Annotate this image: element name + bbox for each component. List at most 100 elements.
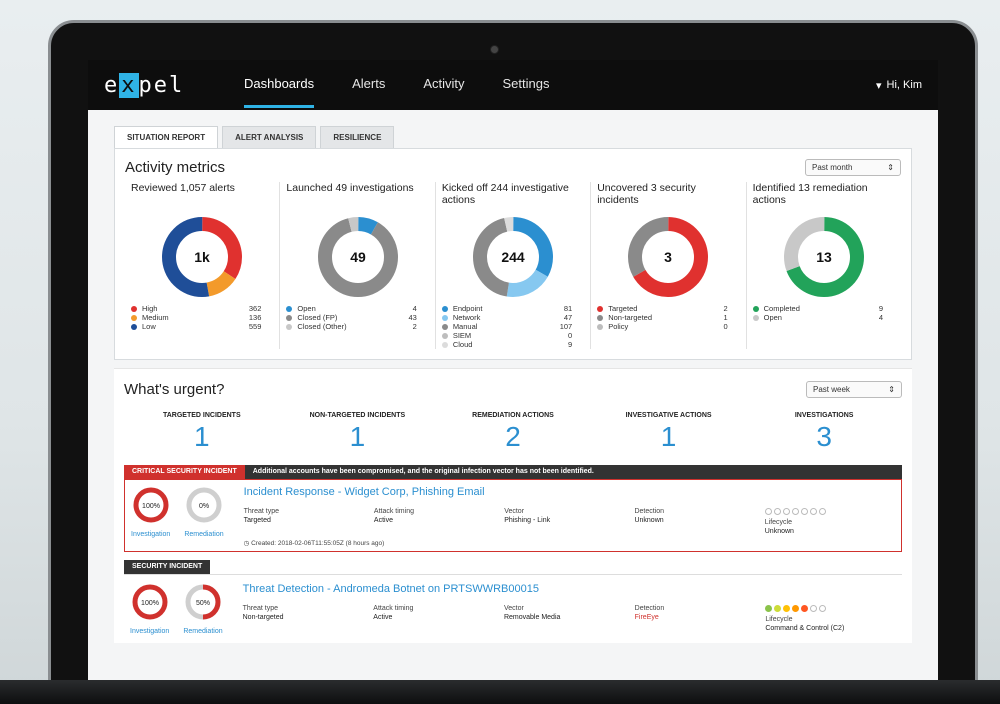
- donut-center-value: 1k: [194, 249, 210, 265]
- tab-alert-analysis[interactable]: ALERT ANALYSIS: [222, 126, 317, 148]
- lifecycle-dot-icon: [809, 508, 817, 515]
- investigation-ring[interactable]: 100% Investigation: [131, 486, 170, 547]
- legend-label: Open: [297, 304, 316, 313]
- remediation-label: Remediation: [183, 628, 223, 635]
- incident-2-card[interactable]: 100% Investigation 50% Remediation: [124, 574, 902, 643]
- incident-2-title-link[interactable]: Threat Detection - Andromeda Botnet on P…: [242, 583, 539, 595]
- whats-urgent-title: What's urgent?: [124, 381, 225, 398]
- user-menu[interactable]: ▾ Hi, Kim: [876, 79, 922, 92]
- nav-dashboards[interactable]: Dashboards: [244, 62, 315, 108]
- metric-title: Identified 13 remediation actions: [752, 182, 868, 206]
- remediation-ring[interactable]: 0% Remediation: [184, 486, 224, 547]
- urgent-stat-value: 3: [816, 421, 832, 452]
- urgent-stat[interactable]: INVESTIGATIVE ACTIONS 1: [591, 412, 747, 453]
- metric-legend: Endpoint 81 Network 47 Manual 107 SIEM 0 Cloud 9: [441, 304, 584, 349]
- legend-value: 2: [412, 322, 417, 331]
- incident-field: Threat type Targeted: [244, 508, 374, 535]
- donut-slice-manual[interactable]: [473, 217, 554, 297]
- donut-slice-low[interactable]: [162, 217, 243, 297]
- incident-field: Vector Removable Media: [504, 605, 635, 632]
- incident-field-value: Unknown: [764, 528, 794, 535]
- urgent-stat[interactable]: INVESTIGATIONS 3: [746, 412, 902, 453]
- nav-activity[interactable]: Activity: [423, 76, 465, 91]
- incident-1-card[interactable]: 100% Investigation 0% Remediation Incide…: [124, 479, 902, 552]
- donut-slice-closed-fp-[interactable]: [317, 217, 398, 297]
- investigation-ring[interactable]: 100% Investigation: [130, 583, 169, 635]
- legend-item: Targeted 2: [597, 304, 739, 313]
- svg-text:0%: 0%: [199, 503, 209, 510]
- legend-item: Manual 107: [441, 322, 584, 331]
- legend-value: 1: [723, 313, 728, 322]
- urgent-stat-label: NON-TARGETED INCIDENTS: [309, 412, 406, 419]
- metric-title: Launched 49 investigations: [286, 182, 414, 194]
- urgent-period-value: Past week: [813, 385, 850, 394]
- lifecycle-dot-icon: [810, 605, 818, 612]
- incident-field-value: Non-targeted: [242, 614, 284, 621]
- incident-field: Lifecycle Command & Control (C2): [765, 605, 896, 632]
- incident-field-value: FireEye: [634, 614, 659, 621]
- urgent-period-select[interactable]: Past week ⇕: [806, 381, 902, 398]
- top-navbar: expel Dashboards Alerts Activity Setting…: [88, 60, 938, 110]
- urgent-stat-label: TARGETED INCIDENTS: [162, 412, 241, 419]
- nav-alerts[interactable]: Alerts: [352, 76, 386, 91]
- metric-donut[interactable]: 1k: [159, 214, 245, 300]
- donut-slice-cloud[interactable]: [473, 217, 554, 297]
- urgent-stat-value: 1: [660, 421, 677, 452]
- metric-donut[interactable]: 3: [625, 214, 711, 300]
- metric-donut[interactable]: 13: [781, 214, 867, 300]
- donut-slice-closed-other-[interactable]: [317, 217, 398, 297]
- nav-settings[interactable]: Settings: [502, 76, 550, 91]
- tab-resilience[interactable]: RESILIENCE: [320, 126, 395, 148]
- legend-item: Closed (Other) 2: [286, 322, 428, 331]
- legend-label: Medium: [142, 313, 169, 322]
- legend-dot-icon: [597, 314, 604, 321]
- incident-1-created: ◷ Created: 2018-02-06T11:55:05Z (8 hours…: [243, 540, 385, 547]
- urgent-stat[interactable]: TARGETED INCIDENTS 1: [124, 412, 280, 453]
- incident-field: Attack timing Active: [373, 605, 504, 632]
- donut-slice-non-targeted[interactable]: [628, 217, 709, 297]
- legend-value: 81: [563, 304, 573, 313]
- legend-dot-icon: [441, 314, 448, 321]
- metric-card: Launched 49 investigations 49 Open 4 Closed …: [279, 182, 434, 349]
- chevron-down-icon: ▾: [876, 79, 882, 92]
- security-incident-tag: SECURITY INCIDENT: [124, 560, 211, 574]
- metric-legend: Open 4 Closed (FP) 43 Closed (Other) 2: [286, 304, 428, 331]
- donut-slice-network[interactable]: [473, 217, 554, 297]
- metric-card: Kicked off 244 investigative actions 244 E…: [434, 182, 590, 349]
- donut-center-value: 13: [816, 249, 832, 265]
- metric-donut[interactable]: 244: [470, 214, 556, 300]
- lifecycle-dot-icon: [791, 508, 799, 515]
- investigation-label: Investigation: [131, 531, 171, 538]
- svg-text:50%: 50%: [196, 600, 210, 607]
- donut-slice-high[interactable]: [162, 217, 243, 297]
- incident-1-title-link[interactable]: Incident Response - Widget Corp, Phishin…: [243, 486, 485, 498]
- incident-field-value: Command & Control (C2): [765, 625, 845, 632]
- lifecycle-dot-icon: [782, 508, 790, 515]
- legend-item: Non-targeted 1: [597, 313, 739, 322]
- tab-situation-report[interactable]: SITUATION REPORT: [114, 126, 219, 148]
- legend-item: Completed 9: [752, 304, 895, 313]
- legend-dot-icon: [131, 323, 137, 330]
- donut-slice-completed[interactable]: [783, 217, 864, 297]
- legend-item: Open 4: [286, 304, 428, 313]
- legend-label: Endpoint: [452, 304, 483, 313]
- donut-slice-open[interactable]: [783, 217, 864, 297]
- legend-dot-icon: [131, 305, 137, 312]
- laptop-base: [0, 680, 1000, 704]
- metrics-period-select[interactable]: Past month ⇕: [805, 159, 901, 176]
- urgent-stat-label: REMEDIATION ACTIONS: [472, 412, 554, 419]
- remediation-ring[interactable]: 50% Remediation: [183, 583, 223, 635]
- svg-text:100%: 100%: [142, 503, 160, 510]
- lifecycle-dot-icon: [764, 508, 772, 515]
- legend-dot-icon: [752, 314, 759, 321]
- metric-donut[interactable]: 49: [315, 214, 401, 300]
- urgent-stat[interactable]: REMEDIATION ACTIONS 2: [435, 412, 591, 453]
- donut-slice-endpoint[interactable]: [473, 217, 554, 297]
- metric-title: Reviewed 1,057 alerts: [131, 182, 235, 194]
- urgent-stat[interactable]: NON-TARGETED INCIDENTS 1: [280, 412, 436, 453]
- expel-logo[interactable]: expel: [104, 72, 185, 98]
- incident-1-message: Additional accounts have been compromise…: [244, 465, 902, 479]
- legend-value: 0: [723, 322, 728, 331]
- select-arrows-icon: ⇕: [888, 385, 895, 394]
- donut-slice-targeted[interactable]: [628, 217, 709, 297]
